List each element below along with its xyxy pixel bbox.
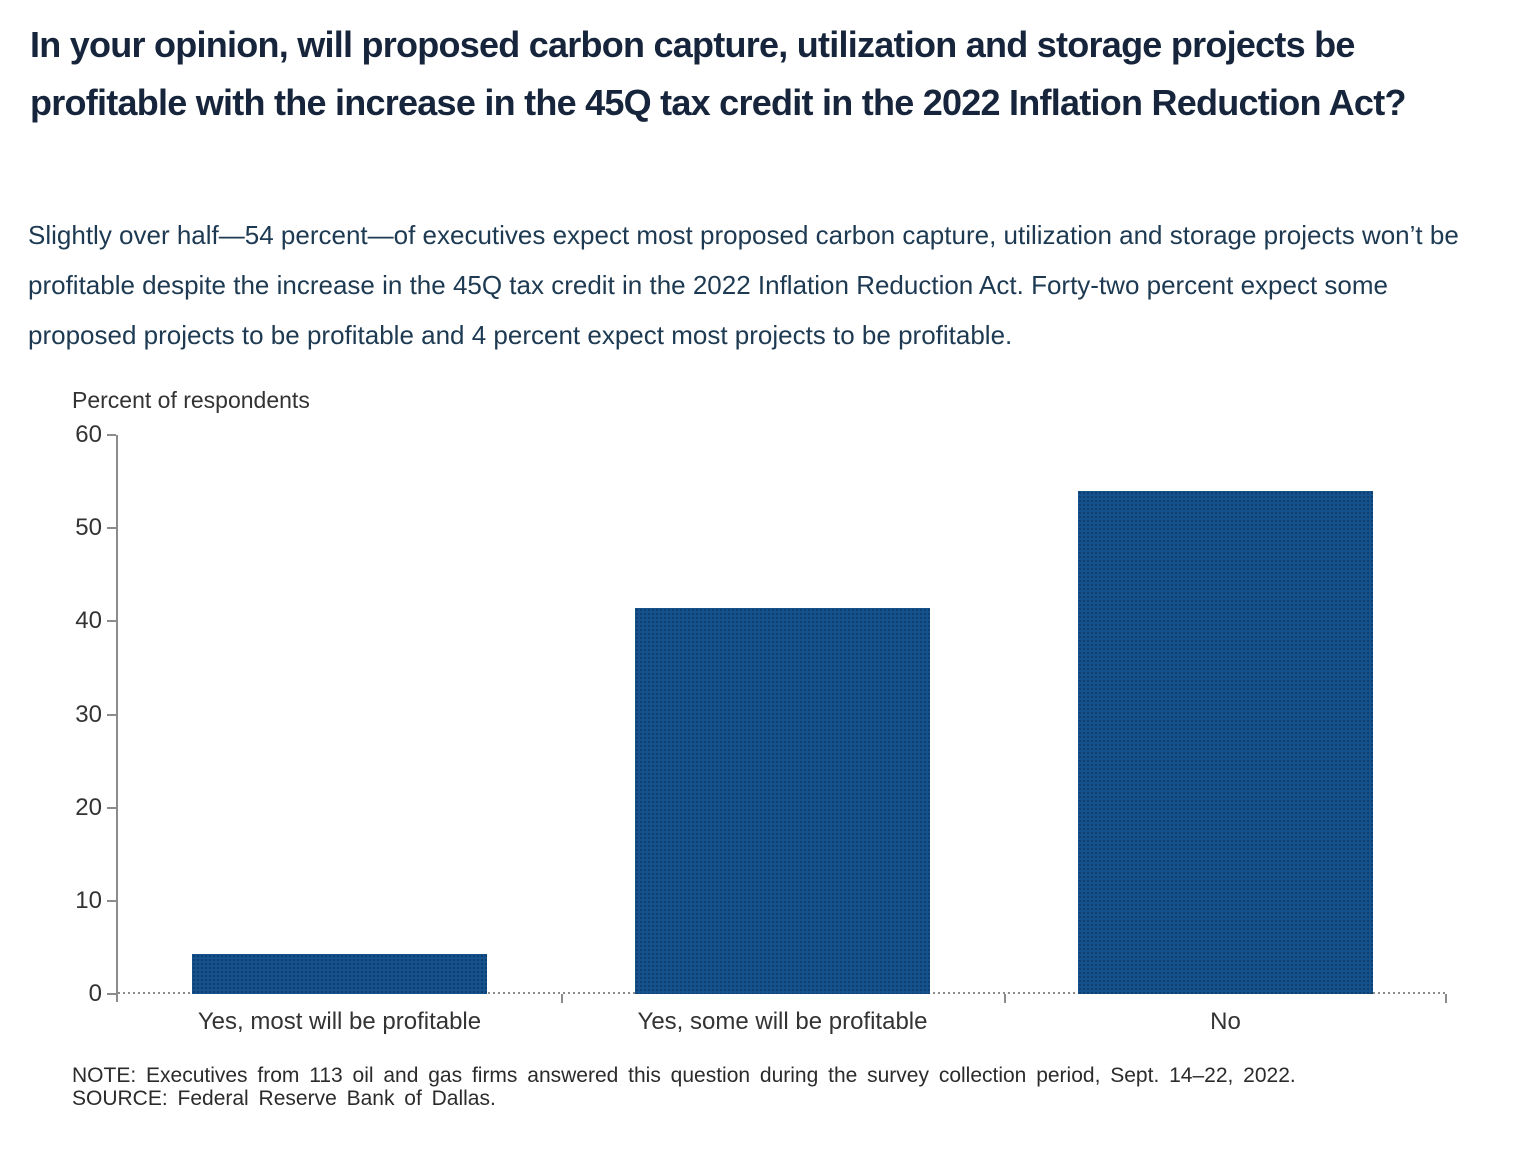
y-tick-mark [107,527,116,530]
chart-source: SOURCE: Federal Reserve Bank of Dallas. [72,1087,496,1110]
x-boundary-tick [1445,994,1447,1003]
y-tick-mark [107,713,116,716]
y-tick-mark [107,434,116,436]
plot-area: 0 10 20 30 40 50 60 Yes, most will be profitabl… [75,421,1447,1035]
y-tick-mark [107,620,116,623]
y-tick-label: 60 [75,421,102,448]
y-tick-label: 40 [75,607,102,635]
y-tick-label: 50 [75,514,102,542]
y-tick-label: 30 [75,700,102,728]
bar [192,953,487,994]
y-tick-label: 10 [75,886,102,914]
y-axis-title: Percent of respondents [72,387,310,413]
footnote-block: NOTE: Executives from 113 oil and gas fi… [72,1064,1462,1110]
summary-text: Slightly over half—54 percent—of executi… [28,220,1459,350]
chart-note: NOTE: Executives from 113 oil and gas fi… [72,1064,1296,1087]
bar-chart-figure: Percent of respondents 0 10 20 30 40 50 60 Yes,… [30,383,1496,1043]
x-category-label: Yes, most will be profitable [197,1008,482,1035]
y-axis-line [116,435,118,1002]
y-tick-mark [107,993,116,995]
x-category-label: No [1210,1008,1241,1035]
x-boundary-tick [1004,994,1006,1003]
page-title: In your opinion, will proposed carbon ca… [30,24,1406,123]
y-tick-label: 0 [88,980,102,1007]
y-tick-mark [107,899,116,902]
x-category-label: Yes, some will be profitable [637,1008,928,1035]
bar [635,608,930,994]
y-tick-mark [107,806,116,809]
bar [1078,490,1373,994]
y-tick-label: 20 [75,793,102,821]
x-boundary-tick [561,994,563,1003]
